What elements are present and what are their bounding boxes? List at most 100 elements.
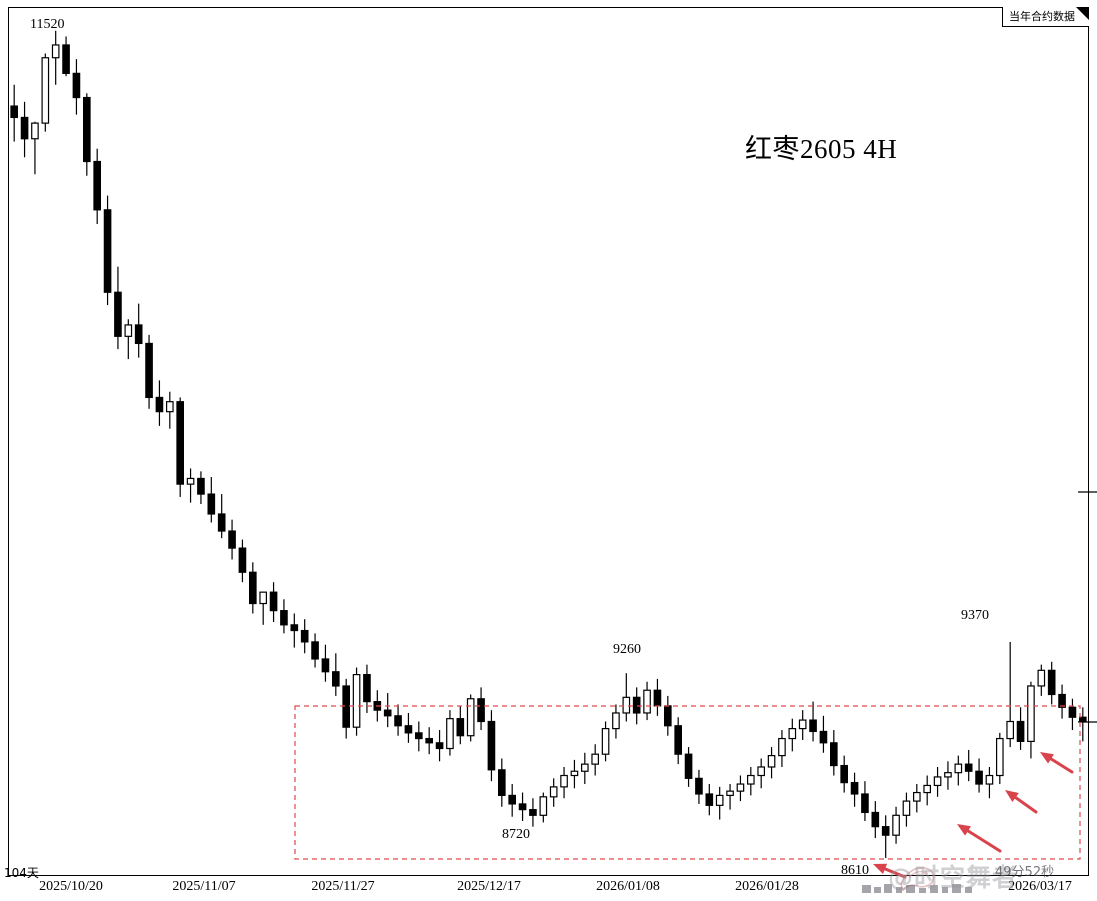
candle-body-up	[622, 696, 631, 714]
candle-body-down	[394, 715, 402, 727]
candle-body-down	[383, 709, 392, 717]
price-callout-label: 8610	[841, 863, 869, 878]
price-callout-label: 8720	[502, 827, 530, 842]
candle-body-down	[819, 730, 828, 744]
price-callout-label: 9370	[961, 608, 989, 623]
candle-body-down	[435, 742, 444, 750]
candle-body-down	[82, 96, 91, 163]
plot-frame	[8, 7, 1089, 876]
candle-body-down	[425, 737, 434, 744]
contract-data-tab[interactable]: 当年合约数据	[1002, 7, 1089, 27]
candle-body-down	[176, 401, 185, 485]
candle-body-down	[290, 624, 299, 632]
candle-body-down	[829, 742, 838, 767]
candle-body-down	[871, 811, 880, 828]
candle-body-down	[861, 793, 869, 814]
arrow-head	[1040, 752, 1054, 764]
candle-body-down	[280, 610, 288, 626]
candle-body-down	[414, 732, 423, 740]
candle-body-up	[259, 591, 268, 605]
candle-body-up	[736, 783, 745, 792]
candle-body-down	[529, 809, 537, 816]
candle-body-down	[975, 770, 983, 785]
candle-body-up	[757, 766, 766, 777]
candle-body-up	[767, 755, 776, 768]
candle-body-up	[1006, 720, 1015, 740]
candle-body-down	[134, 324, 143, 345]
price-callout-label: 9260	[613, 642, 641, 657]
candle-body-down	[217, 513, 226, 532]
candle-body-down	[1047, 669, 1056, 696]
arrow-head	[873, 863, 888, 874]
candle-body-down	[321, 658, 330, 673]
candle-body-up	[352, 673, 361, 728]
candle-body-up	[446, 718, 454, 750]
candle-body-down	[228, 530, 236, 549]
candle-body-up	[1037, 669, 1046, 687]
signal-arrows	[873, 752, 1074, 879]
bar-count-label: 104天	[4, 866, 39, 880]
candle-body-up	[591, 753, 600, 765]
candle-body-down	[62, 44, 70, 74]
candle-body-up	[778, 737, 786, 757]
page-title: 红枣2605 4H	[745, 134, 898, 164]
candle-body-down	[363, 673, 371, 703]
candle-body-down	[456, 718, 465, 737]
candle-body-down	[487, 720, 496, 771]
candle-body-down	[809, 719, 817, 733]
candle-body-down	[331, 671, 340, 687]
arrow-shaft	[883, 867, 907, 879]
candle-body-down	[1068, 706, 1077, 718]
candle-body-down	[632, 696, 641, 714]
candle-body-down	[10, 105, 19, 119]
candle-body-up	[726, 790, 734, 797]
candle-body-up	[539, 796, 548, 816]
candle-body-down	[1016, 720, 1025, 742]
candle-body-down	[705, 793, 714, 806]
x-axis-tick-label: 2026/01/28	[735, 879, 799, 894]
right-axis-ticks	[1078, 491, 1097, 723]
candle-body-down	[1058, 693, 1066, 708]
arrow-head	[1005, 790, 1019, 803]
candle-body-up	[560, 774, 568, 788]
candle-body-up	[798, 719, 807, 730]
candle-body-down	[114, 291, 122, 337]
candle-body-up	[643, 689, 651, 714]
candle-body-up	[549, 786, 558, 798]
candle-body-down	[653, 689, 662, 707]
candle-body-down	[477, 698, 485, 723]
candle-body-up	[186, 477, 195, 485]
candle-body-up	[715, 794, 724, 806]
candle-body-up	[746, 774, 755, 785]
candle-body-up	[580, 763, 589, 772]
candle-body-up	[601, 728, 610, 755]
candle-body-down	[93, 160, 102, 211]
x-axis-tick-label: 2026/01/08	[596, 879, 660, 894]
candle-body-down	[684, 753, 693, 779]
corner-fold-icon	[1076, 7, 1089, 20]
candle-body-up	[570, 770, 579, 777]
arrow-shaft	[966, 829, 1002, 853]
arrow-head	[957, 824, 971, 836]
candle-body-up	[995, 737, 1004, 777]
candle-body-down	[300, 629, 309, 643]
x-axis-labels: 2025/10/20 2025/11/07 2025/11/27 2025/12/17…	[0, 879, 1097, 901]
candle-body-down	[508, 794, 517, 805]
range-box-outline	[294, 705, 1081, 860]
candle-body-up	[165, 401, 174, 413]
candle-body-up	[954, 763, 963, 774]
x-axis-tick-label: 2025/11/07	[172, 879, 236, 894]
candle-body-down	[311, 641, 319, 660]
candle-body-up	[51, 44, 60, 59]
candle-body-up	[41, 57, 50, 124]
candle-body-down	[964, 763, 973, 772]
candle-body-down	[145, 342, 153, 399]
candle-body-down	[695, 777, 703, 795]
x-axis-tick-label: 2025/10/20	[39, 879, 103, 894]
candle-body-down	[518, 803, 527, 811]
candle-body-down	[197, 477, 205, 495]
candle-body-up	[466, 698, 475, 737]
candle-body-down	[497, 769, 506, 797]
candle-body-down	[20, 116, 29, 140]
